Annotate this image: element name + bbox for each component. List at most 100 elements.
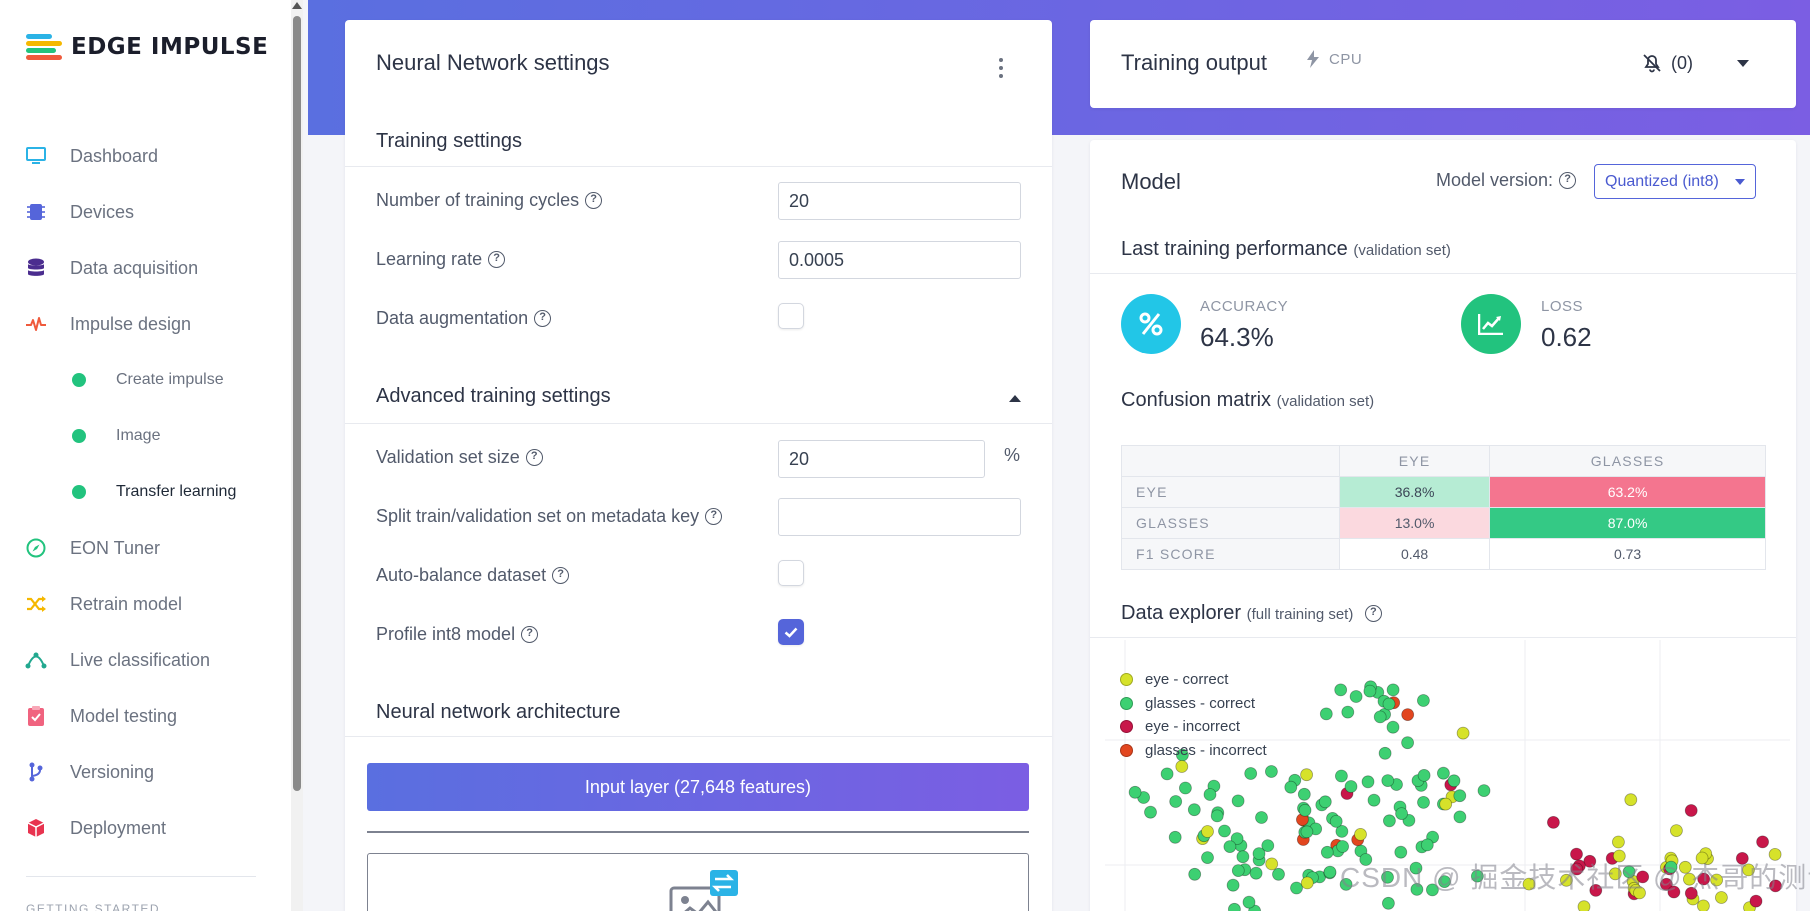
- sidebar-subitem-image[interactable]: Image: [0, 408, 290, 464]
- help-icon[interactable]: ?: [488, 251, 506, 268]
- scatter-point[interactable]: [1381, 774, 1395, 788]
- scatter-point[interactable]: [1323, 865, 1337, 879]
- data-explorer-plot[interactable]: [1105, 640, 1790, 911]
- sidebar-item-data-acquisition[interactable]: Data acquisition: [0, 240, 290, 296]
- split-metadata-input[interactable]: [778, 498, 1021, 536]
- scatter-point[interactable]: [1695, 851, 1709, 865]
- learning-rate-input[interactable]: [778, 241, 1021, 279]
- scatter-point[interactable]: [1417, 768, 1431, 782]
- scatter-point[interactable]: [1334, 683, 1348, 697]
- scatter-point[interactable]: [1318, 795, 1332, 809]
- scatter-point[interactable]: [1336, 840, 1350, 853]
- scatter-point[interactable]: [1354, 827, 1367, 841]
- scatter-point[interactable]: [1226, 878, 1240, 892]
- scatter-point[interactable]: [1664, 860, 1678, 874]
- validation-size-input[interactable]: [778, 440, 985, 478]
- sidebar-item-live-classification[interactable]: Live classification: [0, 632, 290, 688]
- scatter-point[interactable]: [1244, 767, 1258, 780]
- scatter-point[interactable]: [1417, 795, 1430, 809]
- sidebar-item-devices[interactable]: Devices: [0, 184, 290, 240]
- scatter-point[interactable]: [1203, 788, 1217, 801]
- scatter-point[interactable]: [1660, 877, 1673, 891]
- scatter-point[interactable]: [1624, 793, 1638, 807]
- scatter-point[interactable]: [1608, 867, 1622, 881]
- scatter-point[interactable]: [1228, 902, 1241, 911]
- scatter-point[interactable]: [1218, 824, 1231, 838]
- help-icon[interactable]: ?: [585, 192, 603, 209]
- scatter-point[interactable]: [1252, 847, 1266, 861]
- scatter-point[interactable]: [1401, 708, 1415, 721]
- scatter-point[interactable]: [1382, 697, 1396, 711]
- scatter-point[interactable]: [1290, 881, 1303, 895]
- scatter-point[interactable]: [1231, 794, 1245, 808]
- scatter-point[interactable]: [1300, 768, 1314, 782]
- scatter-point[interactable]: [1272, 867, 1285, 881]
- scatter-point[interactable]: [1570, 847, 1583, 861]
- scatter-point[interactable]: [1175, 760, 1189, 773]
- scatter-point[interactable]: [1633, 886, 1646, 900]
- scatter-point[interactable]: [1756, 835, 1769, 849]
- input-layer-block[interactable]: Input layer (27,648 features): [367, 763, 1029, 811]
- training-cycles-input[interactable]: [778, 182, 1021, 220]
- scatter-point[interactable]: [1401, 736, 1415, 750]
- scatter-point[interactable]: [1522, 877, 1536, 891]
- scatter-point[interactable]: [1201, 851, 1214, 865]
- scatter-point[interactable]: [1230, 832, 1244, 846]
- scatter-point[interactable]: [1589, 883, 1603, 897]
- scatter-point[interactable]: [1168, 830, 1182, 844]
- scatter-point[interactable]: [1410, 882, 1424, 896]
- scatter-point[interactable]: [1264, 765, 1278, 778]
- scatter-point[interactable]: [1416, 694, 1430, 707]
- scatter-point[interactable]: [1438, 875, 1451, 889]
- scatter-point[interactable]: [1386, 720, 1400, 734]
- scatter-point[interactable]: [1622, 865, 1636, 879]
- sidebar-item-impulse-design[interactable]: Impulse design: [0, 296, 290, 352]
- sidebar-item-retrain-model[interactable]: Retrain model: [0, 576, 290, 632]
- scatter-point[interactable]: [1453, 810, 1467, 824]
- scatter-point[interactable]: [1236, 850, 1250, 864]
- add-layer-box[interactable]: [367, 853, 1029, 911]
- scatter-point[interactable]: [1678, 860, 1692, 874]
- scatter-point[interactable]: [1697, 872, 1711, 886]
- sidebar-item-versioning[interactable]: Versioning: [0, 744, 290, 800]
- help-icon[interactable]: ?: [1559, 172, 1577, 189]
- data-augmentation-checkbox[interactable]: [778, 303, 804, 329]
- scatter-point[interactable]: [1261, 839, 1275, 853]
- scatter-point[interactable]: [1684, 804, 1698, 817]
- scatter-point[interactable]: [1187, 803, 1201, 817]
- scatter-point[interactable]: [1409, 861, 1423, 875]
- scatter-point[interactable]: [1298, 803, 1312, 817]
- more-options-icon[interactable]: [998, 58, 1004, 78]
- scatter-point[interactable]: [1749, 894, 1763, 908]
- scatter-point[interactable]: [1667, 885, 1681, 899]
- expand-caret-icon[interactable]: [1737, 60, 1749, 67]
- scatter-point[interactable]: [1684, 886, 1698, 900]
- scatter-point[interactable]: [1769, 879, 1782, 893]
- scatter-point[interactable]: [1436, 766, 1450, 780]
- scatter-point[interactable]: [1359, 853, 1373, 866]
- scatter-point[interactable]: [1341, 705, 1355, 719]
- scatter-point[interactable]: [1223, 840, 1237, 854]
- scatter-point[interactable]: [1320, 845, 1334, 859]
- scatter-point[interactable]: [1386, 683, 1400, 697]
- scatter-point[interactable]: [1453, 789, 1467, 803]
- scatter-point[interactable]: [1361, 775, 1375, 789]
- scatter-point[interactable]: [1349, 690, 1363, 703]
- scroll-thumb[interactable]: [293, 16, 301, 791]
- model-version-select[interactable]: Quantized (int8): [1594, 164, 1756, 199]
- scatter-point[interactable]: [1373, 710, 1387, 724]
- scatter-point[interactable]: [1160, 767, 1174, 781]
- scatter-point[interactable]: [1382, 814, 1396, 828]
- scatter-point[interactable]: [1715, 891, 1728, 904]
- scatter-point[interactable]: [1636, 870, 1650, 884]
- scatter-point[interactable]: [1210, 809, 1224, 823]
- scatter-point[interactable]: [1735, 851, 1749, 865]
- scatter-point[interactable]: [1768, 847, 1782, 861]
- scatter-point[interactable]: [1169, 795, 1183, 808]
- sidebar-item-model-testing[interactable]: Model testing: [0, 688, 290, 744]
- scatter-point[interactable]: [1300, 876, 1314, 890]
- scatter-point[interactable]: [1381, 870, 1394, 884]
- scatter-point[interactable]: [1456, 726, 1470, 740]
- scatter-point[interactable]: [1335, 824, 1349, 838]
- scatter-point[interactable]: [1439, 797, 1453, 811]
